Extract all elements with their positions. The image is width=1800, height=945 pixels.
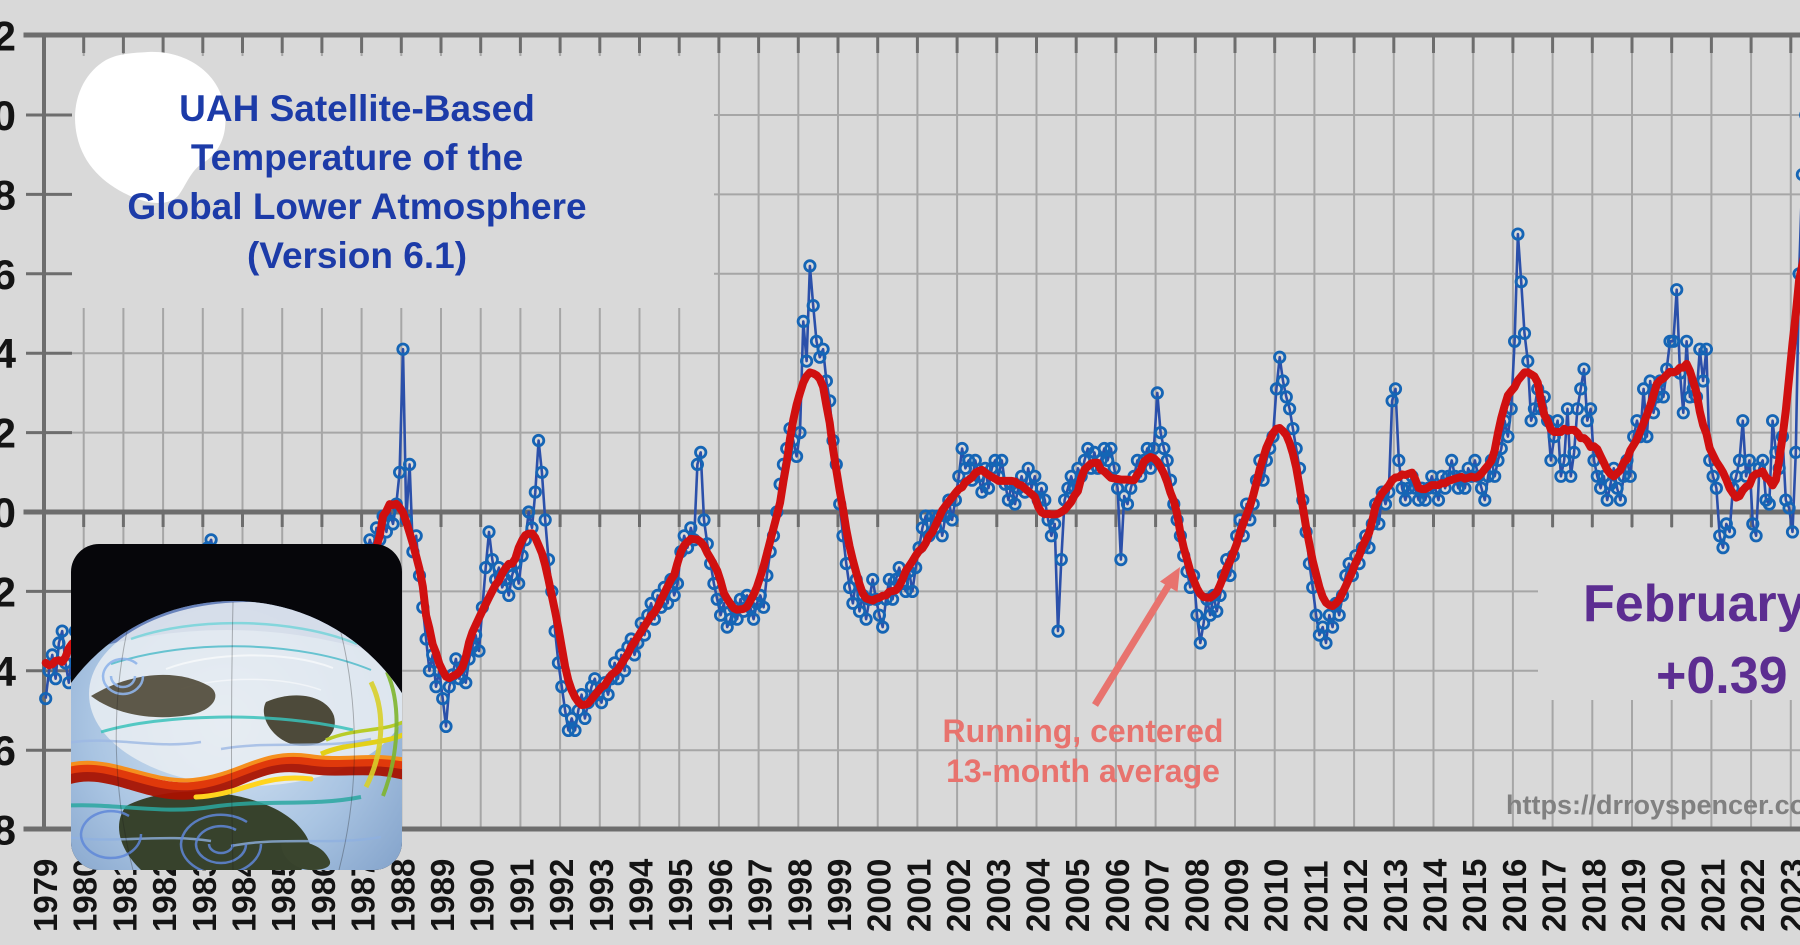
x-axis-labels: 1979 1980 1981 1982 1983 1984 1985 1986 1987 1988… [27, 858, 1800, 932]
y-axis-label: 0.2 [0, 410, 16, 457]
x-axis-label: 2013 [1377, 859, 1414, 932]
white-blob-overlay [75, 51, 226, 204]
x-axis-label: 2000 [861, 859, 898, 932]
x-axis-label: 2018 [1575, 859, 1612, 932]
x-axis-label: 2005 [1059, 859, 1096, 932]
x-axis-label: 1997 [742, 859, 779, 932]
x-axis-label: 1987 [345, 859, 382, 932]
x-axis-label: 2008 [1178, 859, 1215, 932]
x-axis-label: 2023 [1774, 859, 1800, 932]
y-axis-labels: 1.2 1.0 0.8 0.6 0.4 0.2 0.0 -0.2 -0.4 -0.6 -0.8 [0, 13, 17, 854]
x-axis-label: 1994 [623, 858, 660, 932]
y-axis-label: 0.0 [0, 489, 16, 536]
x-axis-label: 1985 [265, 859, 302, 932]
x-axis-label: 1983 [186, 859, 223, 932]
x-axis-label: 1990 [464, 859, 501, 932]
earth-wind-map-image [71, 544, 402, 870]
x-axis-label: 1989 [424, 859, 461, 932]
x-axis-label: 1999 [821, 859, 858, 932]
running-average-annotation-line-1: Running, centered [942, 713, 1224, 749]
y-axis-label: 0.4 [0, 330, 17, 377]
x-axis-label: 2022 [1734, 859, 1771, 932]
x-axis-label: 2017 [1536, 859, 1573, 932]
source-url-watermark: https://drroyspencer.co [1506, 790, 1800, 820]
x-axis-label: 1986 [305, 859, 342, 932]
chart-title: UAH Satellite-Based Temperature of the G… [47, 84, 667, 280]
y-axis-label: 0.8 [0, 171, 16, 218]
x-axis-label: 1980 [67, 859, 104, 932]
x-axis-label: 2006 [1099, 859, 1136, 932]
chart-title-line-3: Global Lower Atmosphere [127, 186, 587, 227]
chart-title-line-2: Temperature of the [190, 137, 524, 178]
x-axis-label: 1993 [583, 859, 620, 932]
chart-title-line-1: UAH Satellite-Based [179, 88, 535, 129]
y-axis-label: 1.2 [0, 13, 16, 60]
y-axis-label: -0.8 [0, 807, 16, 854]
latest-reading-background-box [1538, 528, 1800, 700]
x-axis-label: 2004 [1020, 858, 1057, 932]
x-axis-label: 2003 [980, 859, 1017, 932]
x-axis-label: 1995 [662, 859, 699, 932]
x-axis-label: 2012 [1337, 859, 1374, 932]
x-axis-label: 2021 [1694, 859, 1731, 932]
x-axis-label: 1979 [27, 859, 64, 932]
x-axis-label: 2020 [1655, 859, 1692, 932]
y-axis-label: -0.2 [0, 568, 16, 615]
chart-title-line-4: (Version 6.1) [246, 235, 468, 276]
x-axis-label: 2019 [1615, 859, 1652, 932]
x-axis-label: 2011 [1297, 860, 1334, 932]
x-axis-label: 1992 [543, 859, 580, 932]
y-axis-label: 0.6 [0, 251, 16, 298]
y-axis-label: -0.6 [0, 727, 16, 774]
y-axis-label: -0.4 [0, 648, 17, 695]
x-axis-label: 1984 [226, 858, 263, 932]
x-axis-label: 2016 [1496, 859, 1533, 932]
running-average-annotation-line-2: 13-month average [946, 753, 1220, 789]
annotation-arrow [1092, 567, 1180, 707]
x-axis-label: 2010 [1258, 859, 1295, 932]
x-axis-label: 1998 [781, 859, 818, 932]
x-axis-label: 1981 [106, 859, 143, 932]
x-axis-label: 1996 [702, 859, 739, 932]
latest-month-label: February, [1583, 575, 1800, 633]
x-axis-label: 2002 [940, 859, 977, 932]
x-axis-label: 1988 [384, 859, 421, 932]
x-axis-label: 1991 [503, 859, 540, 932]
x-axis-label: 2007 [1139, 859, 1176, 932]
x-axis-label: 2009 [1218, 859, 1255, 932]
running-average-annotation: Running, centered 13-month average [928, 711, 1238, 791]
x-axis-label: 2015 [1456, 859, 1493, 932]
x-axis-label: 2001 [900, 859, 937, 932]
y-axis-label: 1.0 [0, 92, 16, 139]
axis-ticks [26, 37, 1793, 752]
x-axis-label: 1982 [146, 859, 183, 932]
latest-anomaly-value: +0.39 d [1656, 647, 1800, 705]
x-axis-label: 2014 [1417, 858, 1454, 932]
